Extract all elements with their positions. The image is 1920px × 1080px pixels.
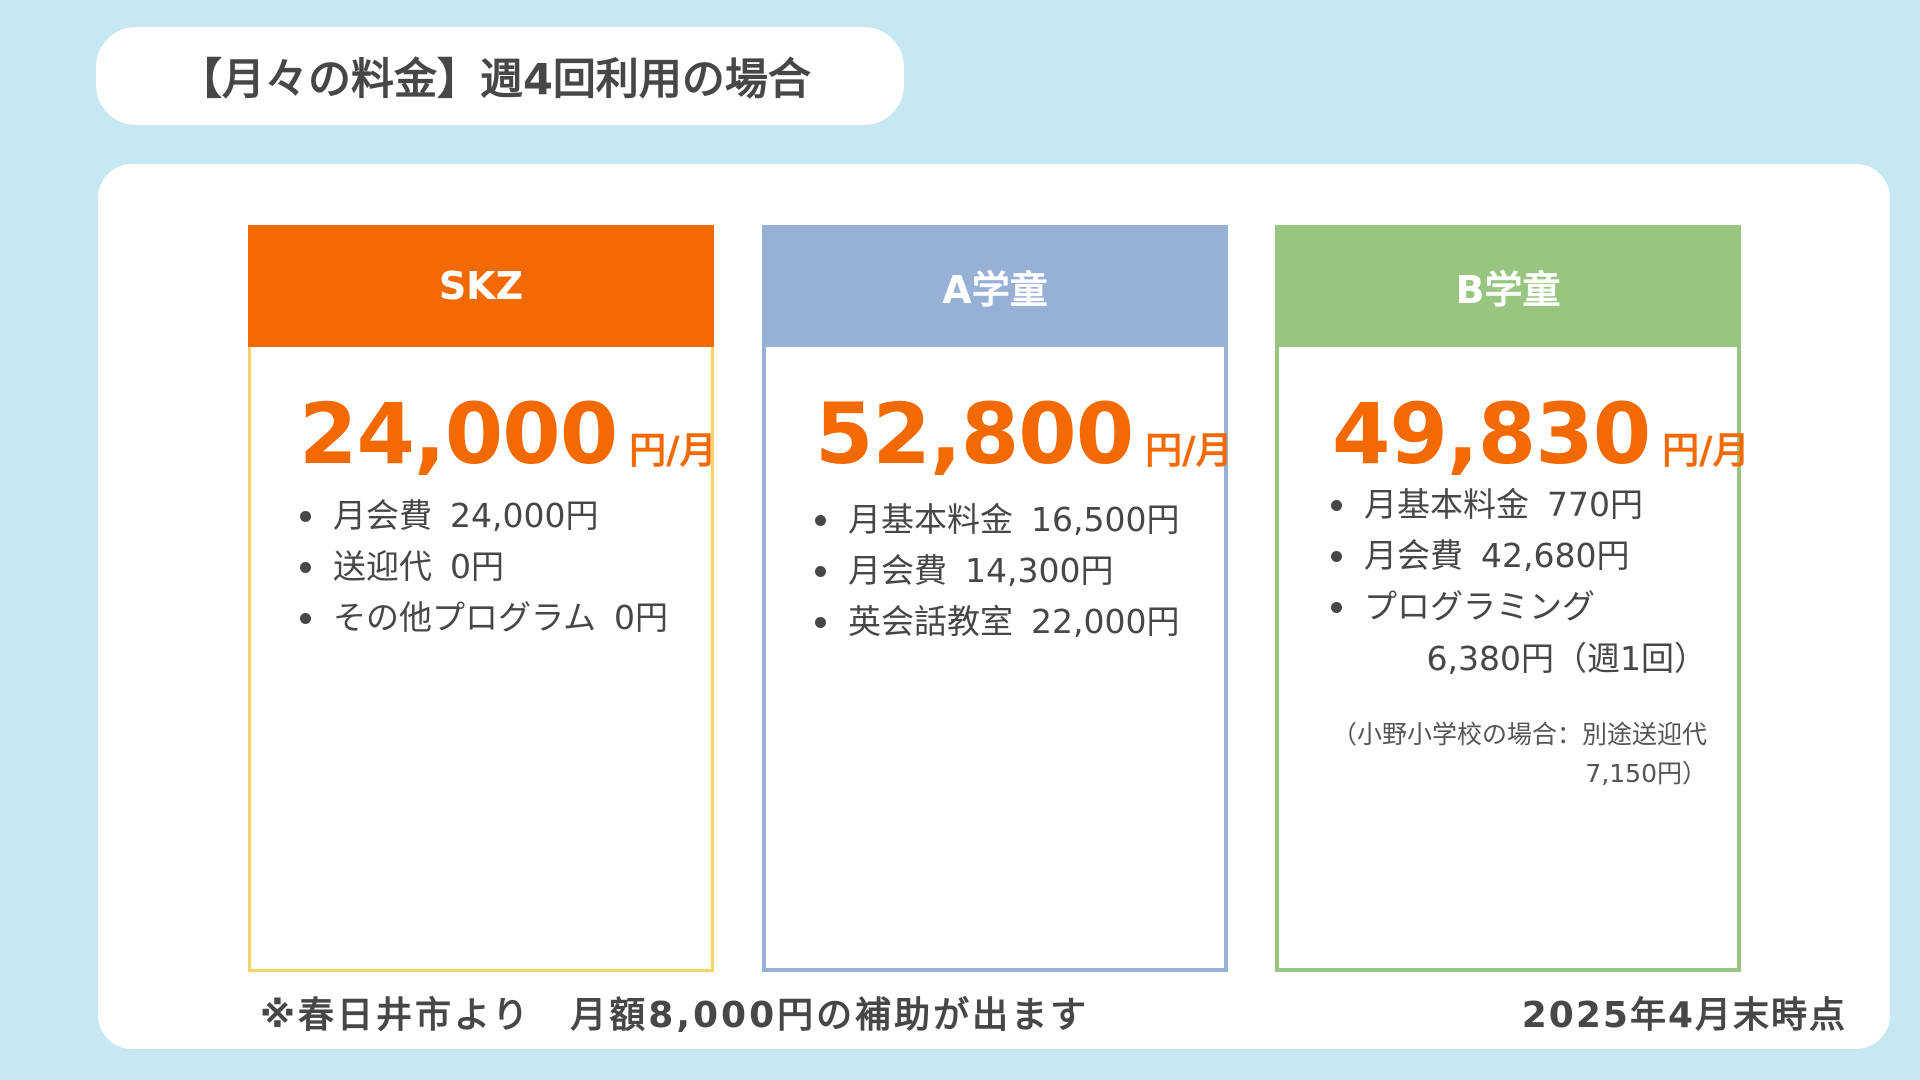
monthly-price: 52,800 円/月 [815,385,1233,483]
list-item: プログラミング [1328,581,1643,632]
note: （小野小学校の場合：別途送迎代 7,150円） [1332,715,1707,793]
price-unit: 円/月 [1145,429,1233,472]
subsidy-note: ※春日井市より 月額8,000円の補助が出ます [260,995,1090,1036]
price-amount: 24,000 [299,385,618,483]
price-unit: 円/月 [629,429,717,472]
card-title: A学童 [942,267,1048,312]
list-item: 月基本料金 16,500円 [812,494,1179,545]
plan-card-skz: SKZ 24,000 円/月 月会費 24,000円 送迎代 0円 その他プログラム… [248,225,717,972]
fee-list: 月基本料金 770円 月会費 42,680円 プログラミング [1328,479,1643,632]
list-item: 月会費 42,680円 [1328,530,1643,581]
note-line: 7,150円） [1585,759,1707,788]
fee-list: 月基本料金 16,500円 月会費 14,300円 英会話教室 22,000円 [812,494,1179,647]
as-of-date: 2025年4月末時点 [1521,995,1847,1036]
list-item: 英会話教室 22,000円 [812,596,1179,647]
card-header-skz: SKZ [248,225,714,347]
card-title: SKZ [438,264,524,308]
page-title: 【月々の料金】週4回利用の場合 [179,55,811,105]
monthly-price: 49,830 円/月 [1332,385,1750,483]
price-unit: 円/月 [1662,429,1750,472]
monthly-price: 24,000 円/月 [299,385,717,483]
list-item: 月会費 14,300円 [812,545,1179,596]
price-amount: 49,830 [1332,385,1651,483]
note-line: （小野小学校の場合：別途送迎代 [1331,720,1707,749]
list-item: 送迎代 0円 [297,541,668,592]
price-amount: 52,800 [815,385,1134,483]
plan-card-a: A学童 52,800 円/月 月基本料金 16,500円 月会費 14,300円 英… [762,225,1233,972]
list-item: 月基本料金 770円 [1328,479,1643,530]
list-item: その他プログラム 0円 [297,592,668,643]
programming-detail: 6,380円（週1回） [1426,639,1707,678]
list-item: 月会費 24,000円 [297,490,668,541]
plan-card-b: B学童 49,830 円/月 月基本料金 770円 月会費 42,680円 プログラ… [1275,225,1750,972]
title-banner: 【月々の料金】週4回利用の場合 [96,27,904,125]
fee-list: 月会費 24,000円 送迎代 0円 その他プログラム 0円 [297,490,668,643]
card-title: B学童 [1455,267,1561,312]
card-header-a: A学童 [762,225,1228,347]
card-header-b: B学童 [1275,225,1741,347]
